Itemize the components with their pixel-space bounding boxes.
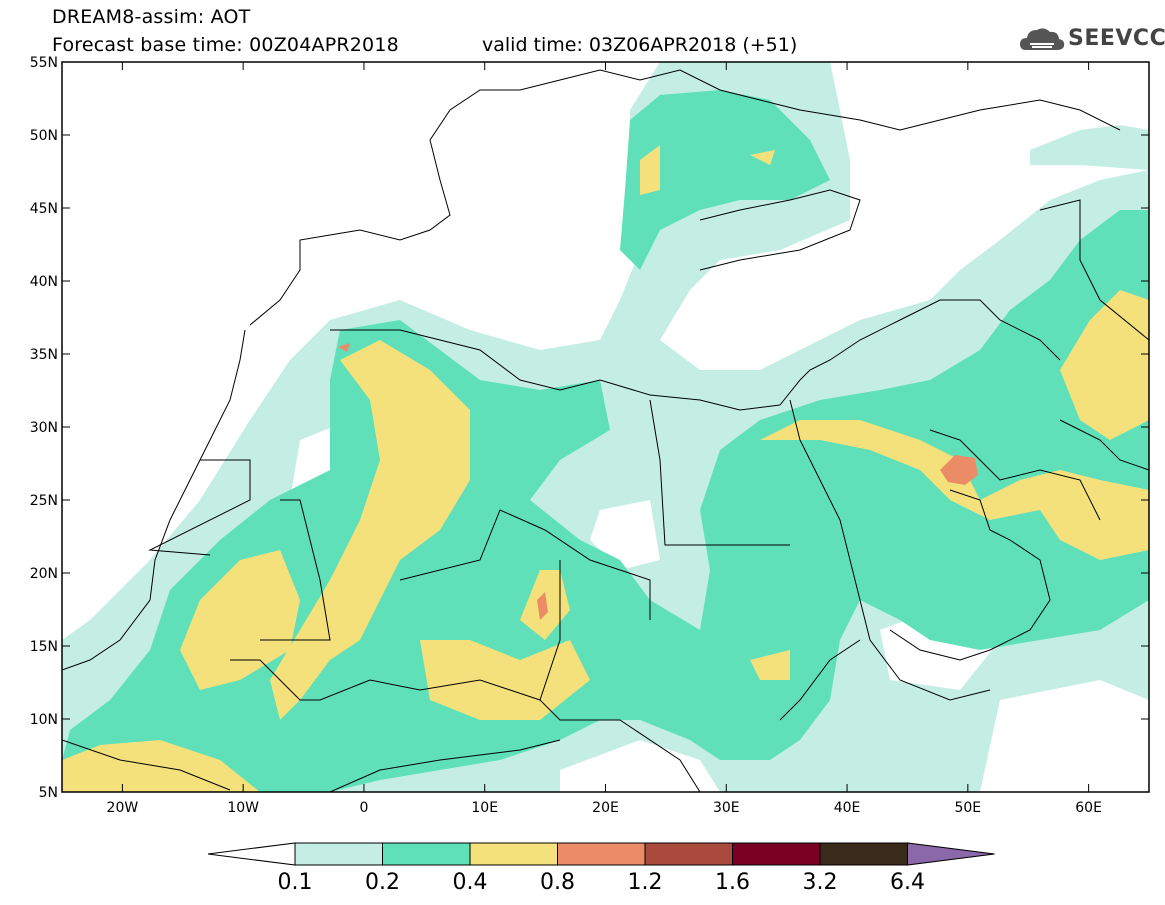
lat-label: 5N (39, 785, 58, 801)
aot-fields (62, 62, 1149, 792)
colorbar-swatch (382, 842, 471, 866)
forecast-base-time: Forecast base time: 00Z04APR2018 (52, 34, 399, 56)
lat-label: 45N (30, 201, 58, 217)
lat-label: 25N (30, 493, 58, 509)
colorbar-swatch (819, 842, 908, 866)
lat-label: 20N (30, 566, 58, 582)
colorbar-swatch (644, 842, 733, 866)
lat-label: 30N (30, 420, 58, 436)
logo-text: SEEVCCC (1068, 26, 1165, 51)
lon-label: 50E (954, 800, 981, 816)
colorbar-label: 6.4 (890, 870, 925, 895)
colorbar (207, 842, 995, 866)
colorbar-swatch (294, 842, 383, 866)
colorbar-swatch (732, 842, 821, 866)
longitude-axis: 20W 10W 0 10E 20E 30E 40E 50E 60E (107, 62, 1102, 816)
colorbar-label: 3.2 (802, 870, 838, 895)
lon-label: 20E (592, 800, 619, 816)
colorbar-label: 0.1 (277, 870, 313, 895)
lat-label: 55N (30, 55, 58, 71)
lon-label: 60E (1075, 800, 1102, 816)
country-borders (62, 69, 1149, 792)
lon-label: 30E (713, 800, 740, 816)
lon-label: 10W (227, 800, 259, 816)
colorbar-label: 0.8 (540, 870, 575, 895)
colorbar-label: 0.4 (452, 870, 488, 895)
colorbar-arrow-low (207, 842, 296, 866)
colorbar-label: 0.2 (365, 870, 400, 895)
lat-label: 10N (30, 712, 58, 728)
colorbar-label: 1.6 (715, 870, 750, 895)
lon-label: 20W (107, 800, 139, 816)
colorbar-swatch (469, 842, 558, 866)
valid-time: valid time: 03Z06APR2018 (+51) (482, 34, 798, 56)
map-title: DREAM8-assim: AOT (52, 6, 251, 28)
colorbar-swatch (557, 842, 646, 866)
cloud-icon (1020, 28, 1065, 50)
lon-label: 40E (834, 800, 861, 816)
lat-label: 50N (30, 128, 58, 144)
lat-label: 35N (30, 347, 58, 363)
lon-label: 0 (359, 800, 368, 816)
aot-contour-peak (338, 343, 978, 620)
colorbar-arrow-high (907, 842, 995, 866)
latitude-axis: 55N 50N 45N 40N 35N 30N 25N 20N 15N 10N 5N (30, 55, 1149, 801)
seevccc-logo: SEEVCCC (1018, 22, 1165, 58)
colorbar-label: 1.2 (627, 870, 663, 895)
aot-contour-high (62, 145, 1149, 792)
lat-label: 40N (30, 274, 58, 290)
lat-label: 15N (30, 639, 58, 655)
lon-label: 10E (471, 800, 498, 816)
